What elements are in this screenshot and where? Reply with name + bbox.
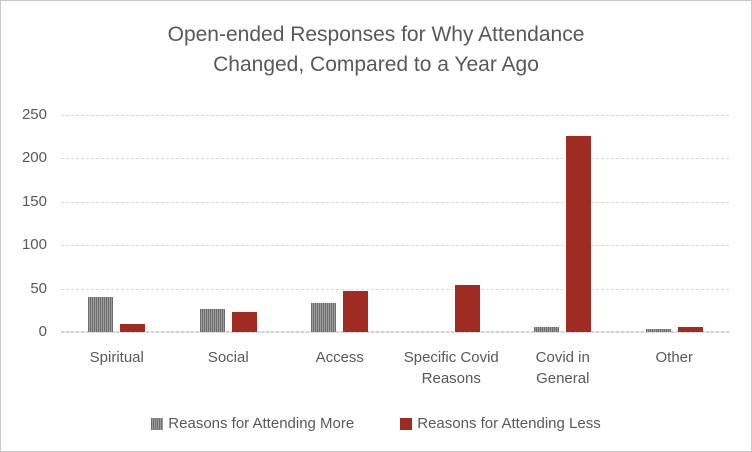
y-tick-label-50: 50 <box>30 279 47 297</box>
bar-less-other <box>677 326 703 332</box>
bar-less-spiritual <box>120 324 146 332</box>
legend-item-less: Reasons for Attending Less <box>400 415 601 432</box>
bar-less-covid-in-general <box>566 135 592 332</box>
legend-item-more: Reasons for Attending More <box>151 415 354 432</box>
x-category-label-spiritual: Spiritual <box>89 349 144 366</box>
chart-title-line-2: Changed, Compared to a Year Ago <box>213 53 539 76</box>
category-group-access <box>284 115 396 332</box>
gridline-y-200 <box>61 158 730 160</box>
legend-swatch-icon <box>400 417 413 430</box>
x-category-label-other: Other <box>655 349 693 366</box>
x-axis-line <box>61 331 730 333</box>
bar-less-social <box>231 312 257 332</box>
bar-more-covid-in-general <box>534 326 560 332</box>
category-group-specific-covid-reasons <box>396 115 508 332</box>
bar-more-access <box>311 302 337 332</box>
category-group-covid-in-general <box>507 115 619 332</box>
gridline-y-50 <box>61 288 730 290</box>
bar-less-access <box>343 291 369 332</box>
category-group-other <box>619 115 731 332</box>
y-tick-label-250: 250 <box>21 106 47 123</box>
chart-title: Open-ended Responses for Why Attendance … <box>1 20 751 80</box>
category-group-social <box>173 115 285 332</box>
y-tick-label-150: 150 <box>21 192 47 210</box>
legend-swatch-icon <box>151 417 164 430</box>
y-tick-label-200: 200 <box>21 149 47 167</box>
legend: Reasons for Attending More Reasons for At… <box>1 415 751 432</box>
chart-title-line-1: Open-ended Responses for Why Attendance <box>167 23 585 46</box>
gridline-y-150 <box>61 201 730 203</box>
x-category-label-access: Access <box>315 349 364 366</box>
bar-more-social <box>199 308 225 332</box>
x-category-label-specific-covid-reasons: Specific Covid Reasons <box>403 349 499 387</box>
x-category-label-covid-in-general: Covid in General <box>535 349 590 387</box>
gridline-y-250 <box>61 115 730 116</box>
x-category-label-social: Social <box>207 349 249 366</box>
y-tick-label-0: 0 <box>38 323 47 340</box>
legend-label: Reasons for Attending Less <box>417 415 601 432</box>
bar-more-spiritual <box>88 297 114 332</box>
plot-area <box>61 115 731 333</box>
y-tick-label-100: 100 <box>21 236 47 254</box>
category-group-spiritual <box>61 115 173 332</box>
gridline-y-100 <box>61 245 730 247</box>
bar-more-other <box>645 329 671 332</box>
bar-less-specific-covid-reasons <box>454 285 480 332</box>
legend-label: Reasons for Attending More <box>168 415 355 432</box>
